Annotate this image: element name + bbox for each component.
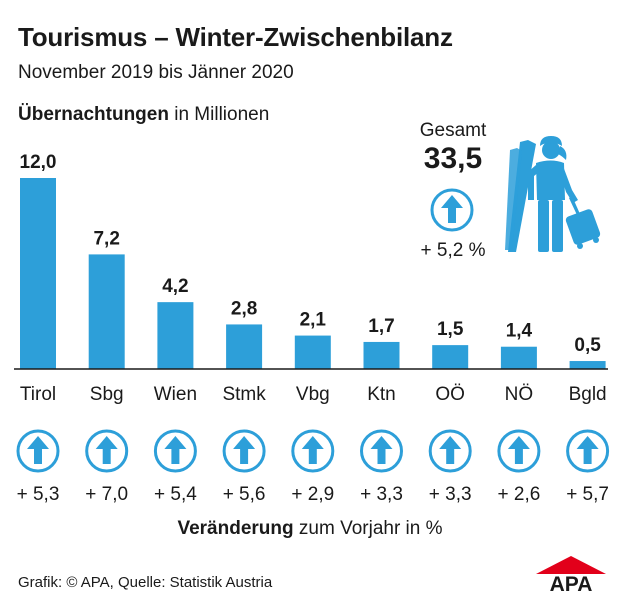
- value-label-n: 1,4: [506, 321, 533, 342]
- change-label-wien: + 5,4: [154, 484, 197, 505]
- change-label-vbg: + 2,9: [291, 484, 334, 505]
- category-label-o: OÖ: [435, 384, 465, 405]
- arrow-up-icon-ktn: [360, 429, 403, 473]
- bars-group: 12,0 Tirol 7,2 Sbg 4,2 Wien 2,8 Stmk 2,1 Vbg 1,7 Kt…: [20, 152, 607, 405]
- bar-wien: [157, 302, 194, 369]
- arrow-up-circle-icon: [430, 188, 474, 232]
- value-label-ktn: 1,7: [368, 316, 394, 337]
- change-label-ktn: + 3,3: [360, 484, 403, 505]
- source-credit: Grafik: © APA, Quelle: Statistik Austria: [18, 574, 273, 591]
- value-label-vbg: 2,1: [300, 310, 327, 331]
- arrow-up-icon-stmk: [222, 429, 266, 473]
- y-axis-label-unit: in Millionen: [168, 104, 270, 125]
- arrow-up-icon-sbg: [85, 429, 129, 473]
- bar-vbg: [294, 335, 331, 369]
- change-caption-bold: Veränderung: [177, 518, 294, 539]
- apa-logo-text: APA: [550, 573, 593, 596]
- category-label-wien: Wien: [154, 384, 197, 405]
- value-label-bgld: 0,5: [574, 335, 601, 356]
- chart-subtitle: November 2019 bis Jänner 2020: [18, 62, 294, 83]
- bar-ktn: [363, 341, 400, 369]
- value-label-o: 1,5: [437, 319, 464, 340]
- y-axis-label: Übernachtungen in Millionen: [18, 104, 269, 126]
- category-label-ktn: Ktn: [367, 384, 396, 405]
- arrow-up-icon-o: [428, 429, 472, 473]
- total-value: 33,5: [423, 142, 483, 175]
- arrow-up-icon-wien: [153, 429, 197, 473]
- bar-stmk: [226, 324, 263, 369]
- apa-logo: APA: [536, 556, 606, 596]
- change-label-sbg: + 7,0: [85, 484, 128, 505]
- bar-tirol: [20, 178, 56, 369]
- category-label-sbg: Sbg: [90, 384, 124, 405]
- bar-n: [500, 346, 537, 369]
- category-label-vbg: Vbg: [296, 384, 330, 405]
- y-axis-label-bold: Übernachtungen: [18, 104, 169, 125]
- arrow-up-icon-vbg: [291, 429, 335, 473]
- total-label: Gesamt: [419, 120, 487, 141]
- change-arrows-group: + 5,3 + 7,0 + 5,4 + 5,6 + 2,9 + 3,3 + 3,3 + 2,6…: [16, 429, 610, 505]
- total-change: + 5,2 %: [420, 240, 486, 261]
- bar-bgld: [569, 361, 606, 369]
- value-label-stmk: 2,8: [231, 298, 257, 319]
- change-label-o: + 3,3: [429, 484, 472, 505]
- arrow-up-icon-bgld: [566, 429, 610, 473]
- change-caption: Veränderung zum Vorjahr in %: [0, 518, 620, 540]
- change-label-stmk: + 5,6: [223, 484, 266, 505]
- change-caption-rest: zum Vorjahr in %: [293, 518, 443, 539]
- category-label-tirol: Tirol: [20, 384, 56, 405]
- category-label-n: NÖ: [505, 384, 534, 405]
- value-label-wien: 4,2: [162, 276, 188, 297]
- category-label-stmk: Stmk: [222, 384, 266, 405]
- category-label-bgld: Bgld: [569, 384, 607, 405]
- chart-title: Tourismus – Winter-Zwischenbilanz: [18, 22, 453, 52]
- value-label-tirol: 12,0: [20, 152, 57, 173]
- arrow-up-icon-tirol: [16, 429, 60, 473]
- change-label-n: + 2,6: [498, 484, 541, 505]
- change-label-tirol: + 5,3: [17, 484, 60, 505]
- arrow-up-icon-n: [497, 429, 541, 473]
- bar-o: [432, 345, 469, 369]
- skier-traveller-icon: [505, 136, 601, 252]
- bar-sbg: [88, 254, 125, 369]
- value-label-sbg: 7,2: [93, 228, 119, 249]
- change-label-bgld: + 5,7: [566, 484, 609, 505]
